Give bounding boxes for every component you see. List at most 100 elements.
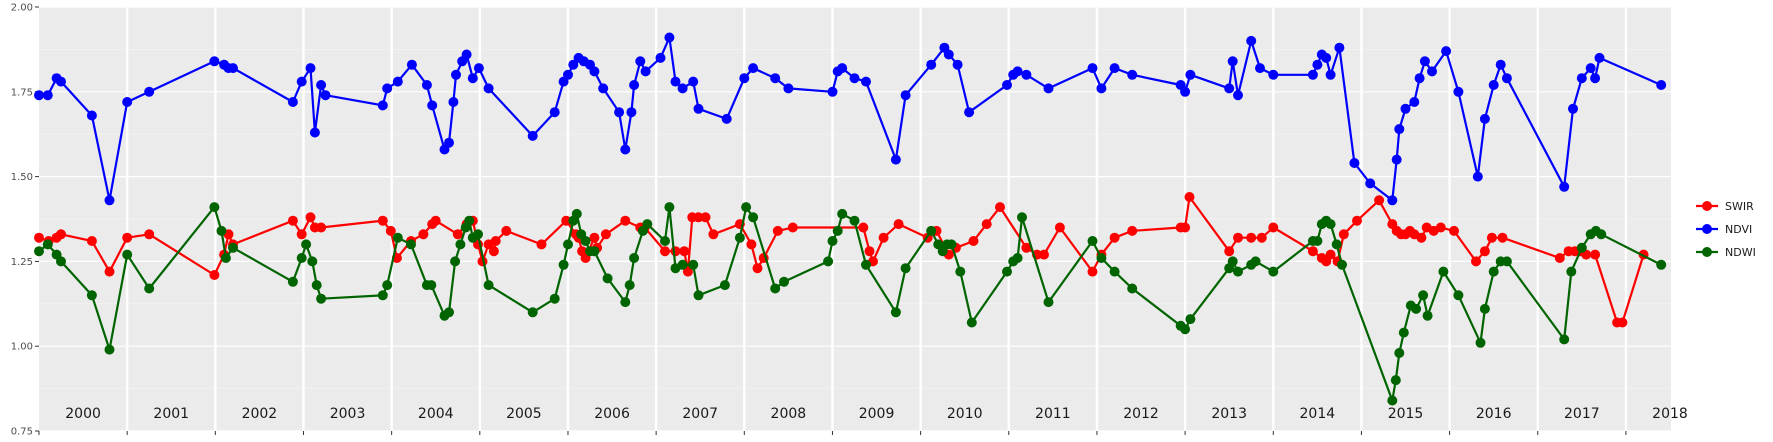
year-label: 2018 [1652, 406, 1688, 422]
data-point [861, 76, 871, 87]
data-point [849, 215, 860, 226]
data-point [1387, 195, 1398, 206]
data-point [296, 229, 307, 240]
data-point [296, 76, 307, 87]
data-point [34, 232, 44, 243]
data-point [1387, 395, 1398, 406]
data-point [320, 90, 331, 101]
data-point [858, 222, 869, 233]
data-point [473, 63, 484, 74]
y-tick-label: 1.00 [11, 342, 33, 353]
series-layer [34, 32, 1667, 406]
year-label: 2000 [65, 406, 101, 422]
data-point [682, 266, 693, 277]
data-point [635, 56, 646, 67]
data-point [1321, 52, 1332, 63]
data-point [1233, 266, 1243, 277]
data-point [688, 259, 699, 270]
data-point [1416, 232, 1427, 243]
data-point [926, 225, 937, 236]
data-point [589, 232, 600, 243]
data-point [1441, 46, 1452, 57]
year-label: 2013 [1211, 406, 1247, 422]
data-point [1409, 97, 1420, 107]
data-point [430, 215, 441, 226]
data-point [1418, 290, 1429, 301]
data-point [1246, 35, 1257, 46]
data-point [301, 239, 312, 250]
data-point [823, 256, 834, 267]
data-point [1250, 256, 1261, 267]
year-label: 2017 [1564, 406, 1600, 422]
data-point [1400, 103, 1411, 114]
data-point [1488, 266, 1499, 277]
data-point [382, 280, 393, 291]
data-point [1255, 63, 1265, 74]
data-point [451, 69, 461, 80]
data-point [377, 290, 388, 301]
data-point [1256, 232, 1267, 243]
data-point [558, 259, 569, 270]
data-point [144, 283, 155, 294]
data-point [629, 253, 640, 263]
data-point [741, 202, 752, 213]
data-point [677, 259, 688, 270]
data-point [1180, 86, 1191, 97]
data-point [1472, 171, 1483, 182]
data-point [598, 83, 609, 94]
data-point [770, 73, 781, 84]
data-point [305, 63, 316, 74]
data-point [966, 317, 977, 328]
data-point [42, 90, 53, 101]
data-point [1576, 242, 1587, 253]
data-point [1471, 256, 1481, 267]
data-point [122, 97, 133, 107]
data-point [693, 212, 704, 223]
data-point [563, 239, 573, 250]
data-point [1334, 42, 1345, 53]
data-point [746, 239, 757, 250]
data-point [34, 246, 44, 257]
data-point [900, 263, 911, 274]
data-point [1488, 80, 1499, 90]
legend-marker [1702, 247, 1712, 257]
data-point [981, 219, 992, 230]
data-point [837, 208, 848, 219]
data-point [878, 232, 889, 243]
data-point [427, 100, 438, 111]
data-point [783, 83, 794, 94]
data-point [1268, 69, 1279, 80]
data-point [455, 239, 466, 250]
data-point [946, 239, 957, 250]
series-ndwi [34, 202, 1667, 406]
data-point [1325, 219, 1336, 230]
data-point [1180, 324, 1191, 335]
year-label: 2010 [947, 406, 983, 422]
data-point [483, 83, 494, 94]
data-point [1127, 283, 1138, 294]
data-point [614, 107, 625, 118]
data-point [734, 232, 745, 243]
data-point [1590, 73, 1601, 84]
data-point [670, 246, 681, 257]
data-point [311, 280, 322, 291]
data-point [943, 49, 954, 60]
data-point [287, 215, 298, 226]
data-point [589, 246, 600, 257]
year-label: 2002 [242, 406, 278, 422]
data-point [1087, 63, 1098, 74]
data-point [660, 246, 670, 257]
data-point [1349, 158, 1360, 168]
data-point [1554, 253, 1565, 263]
data-point [406, 59, 417, 70]
data-point [1486, 232, 1497, 243]
data-point [1039, 249, 1049, 260]
data-point [392, 76, 403, 87]
data-point [1656, 259, 1667, 270]
data-point [995, 202, 1005, 213]
data-point [708, 229, 719, 240]
data-point [296, 253, 307, 263]
data-point [1325, 69, 1336, 80]
data-point [1012, 66, 1023, 77]
